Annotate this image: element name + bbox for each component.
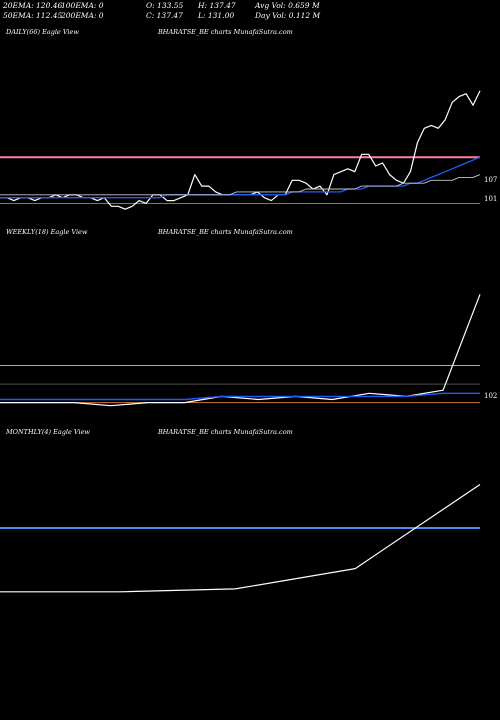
weekly-price-label-102: 102 <box>484 392 498 400</box>
daily-source-label: BHARATSE_BE charts MunafaSutra.com <box>158 28 293 36</box>
stat-200ema: 200EMA: 0 <box>61 11 104 20</box>
stat-open: O: 133.55 <box>146 1 184 10</box>
weekly-series-line-0 <box>0 294 481 407</box>
stat-high: H: 137.47 <box>198 1 236 10</box>
monthly-panel-label: MONTHLY(4) Eagle View <box>6 428 90 436</box>
daily-series-line-2 <box>0 174 481 196</box>
stat-avg-vol: Avg Vol: 0.659 M <box>255 1 320 10</box>
daily-panel-label: DAILY(66) Eagle View <box>6 28 79 36</box>
stat-close: C: 137.47 <box>146 11 183 20</box>
stat-low: L: 131.00 <box>198 11 235 20</box>
stat-100ema: 100EMA: 0 <box>61 1 104 10</box>
daily-series-line-0 <box>0 90 481 210</box>
monthly-series-line-0 <box>0 484 481 593</box>
daily-series-line-1 <box>0 156 481 199</box>
weekly-panel-label: WEEKLY(18) Eagle View <box>6 228 88 236</box>
weekly-series-line-1 <box>0 392 480 401</box>
daily-price-label-107: 107 <box>484 176 498 184</box>
weekly-source-label: BHARATSE_BE charts MunafaSutra.com <box>158 228 293 236</box>
stat-day-vol: Day Vol: 0.112 M <box>255 11 321 20</box>
stat-50ema: 50EMA: 112.45 <box>3 11 63 20</box>
daily-price-label-101: 101 <box>484 195 498 203</box>
stat-20ema: 20EMA: 120.46 <box>3 1 63 10</box>
monthly-source-label: BHARATSE_BE charts MunafaSutra.com <box>158 428 293 436</box>
